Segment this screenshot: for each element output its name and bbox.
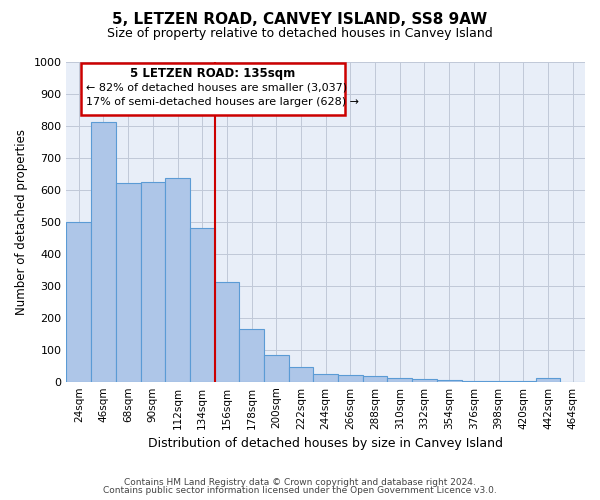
Bar <box>437 380 461 382</box>
Text: ← 82% of detached houses are smaller (3,037): ← 82% of detached houses are smaller (3,… <box>86 82 347 92</box>
Bar <box>67 222 91 382</box>
Bar <box>313 374 338 382</box>
Y-axis label: Number of detached properties: Number of detached properties <box>15 128 28 314</box>
Bar <box>239 330 264 382</box>
Bar <box>91 122 116 382</box>
Text: 5 LETZEN ROAD: 135sqm: 5 LETZEN ROAD: 135sqm <box>130 68 296 80</box>
Bar <box>461 381 486 382</box>
X-axis label: Distribution of detached houses by size in Canvey Island: Distribution of detached houses by size … <box>148 437 503 450</box>
Bar <box>215 282 239 382</box>
Bar <box>140 182 165 382</box>
Text: Contains public sector information licensed under the Open Government Licence v3: Contains public sector information licen… <box>103 486 497 495</box>
Bar <box>190 228 215 382</box>
Bar <box>338 374 363 382</box>
Text: 5, LETZEN ROAD, CANVEY ISLAND, SS8 9AW: 5, LETZEN ROAD, CANVEY ISLAND, SS8 9AW <box>112 12 488 28</box>
Bar <box>412 379 437 382</box>
Bar <box>536 378 560 382</box>
Text: Size of property relative to detached houses in Canvey Island: Size of property relative to detached ho… <box>107 28 493 40</box>
Bar <box>486 381 511 382</box>
Bar <box>116 183 140 382</box>
Text: 17% of semi-detached houses are larger (628) →: 17% of semi-detached houses are larger (… <box>86 96 359 106</box>
Bar <box>511 381 536 382</box>
Text: Contains HM Land Registry data © Crown copyright and database right 2024.: Contains HM Land Registry data © Crown c… <box>124 478 476 487</box>
Bar <box>388 378 412 382</box>
Bar <box>289 367 313 382</box>
Bar <box>264 356 289 382</box>
Bar <box>165 178 190 382</box>
Bar <box>363 376 388 382</box>
